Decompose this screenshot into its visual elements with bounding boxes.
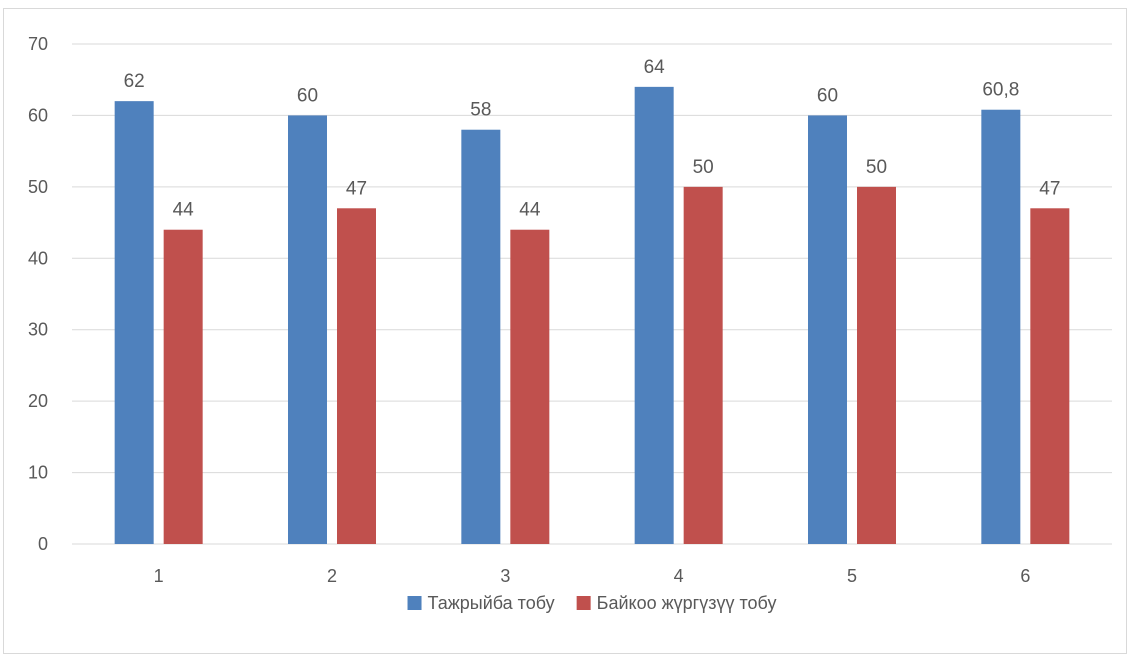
x-tick-label: 2 xyxy=(327,566,337,586)
legend-swatch xyxy=(407,596,422,610)
bar xyxy=(510,229,550,544)
bar xyxy=(337,208,376,545)
y-tick-label: 0 xyxy=(38,534,48,554)
bar xyxy=(163,229,203,544)
bar xyxy=(114,101,154,545)
x-tick-label: 3 xyxy=(500,566,510,586)
data-label: 44 xyxy=(173,200,195,221)
data-label: 60 xyxy=(297,85,318,106)
data-label: 50 xyxy=(693,157,714,178)
x-tick-label: 6 xyxy=(1020,566,1030,586)
data-label: 44 xyxy=(519,200,541,221)
legend-label: Тажрыйба тобу xyxy=(428,593,555,613)
bar xyxy=(981,109,1021,544)
bar xyxy=(1030,208,1070,545)
data-label: 58 xyxy=(470,100,491,121)
bar xyxy=(683,186,723,544)
bar xyxy=(461,129,501,544)
data-label: 47 xyxy=(1039,178,1060,199)
data-label: 50 xyxy=(866,157,887,178)
data-label: 60 xyxy=(817,85,838,106)
data-label: 64 xyxy=(644,57,666,78)
bar xyxy=(288,115,327,544)
y-tick-label: 10 xyxy=(28,463,48,483)
y-tick-label: 50 xyxy=(28,177,48,197)
bar xyxy=(808,115,847,544)
x-tick-label: 4 xyxy=(674,566,684,586)
legend-swatch xyxy=(576,596,591,610)
bar xyxy=(634,86,674,544)
data-label: 62 xyxy=(124,71,145,92)
y-tick-label: 20 xyxy=(28,391,48,411)
data-label: 60,8 xyxy=(982,80,1019,101)
data-label: 47 xyxy=(346,178,367,199)
y-tick-label: 70 xyxy=(28,34,48,54)
y-tick-label: 60 xyxy=(28,105,48,125)
x-tick-label: 5 xyxy=(847,566,857,586)
y-tick-label: 30 xyxy=(28,320,48,340)
x-tick-label: 1 xyxy=(154,566,164,586)
bar xyxy=(857,186,896,544)
y-tick-label: 40 xyxy=(28,248,48,268)
legend-label: Байкоо жүргүзүү тобу xyxy=(597,593,777,613)
